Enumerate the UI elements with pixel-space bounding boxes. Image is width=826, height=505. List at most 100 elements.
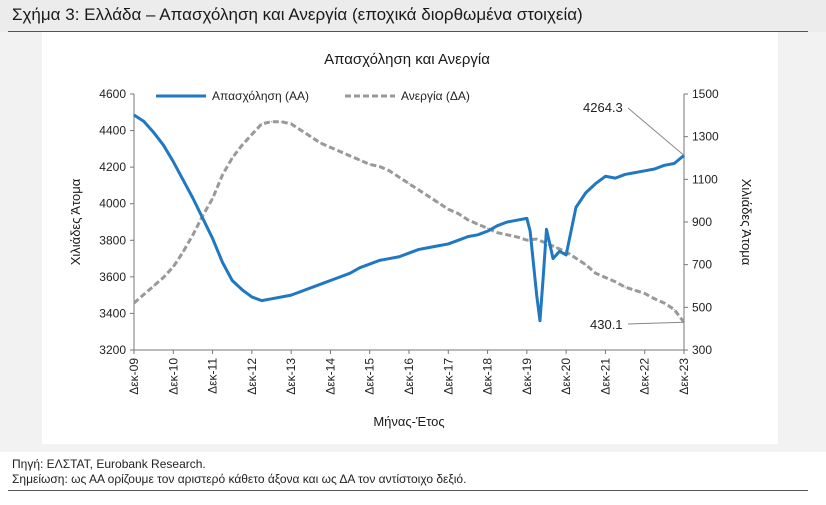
employment-point xyxy=(320,283,322,285)
employment-point xyxy=(300,290,302,293)
employment-point xyxy=(359,267,361,269)
unemployment-point xyxy=(634,289,636,291)
left-axis-ticks: 4600 4400 4200 4000 3800 3600 3400 3200 xyxy=(99,87,134,357)
unemployment-point xyxy=(388,170,390,172)
unemployment-point xyxy=(359,159,361,161)
left-tick-label: 3400 xyxy=(99,306,126,320)
employment-point xyxy=(153,131,155,133)
unemployment-point xyxy=(486,227,489,229)
left-tick-label: 4200 xyxy=(99,160,126,174)
legend-unemployment-label: Ανεργία (ΔΑ) xyxy=(401,89,470,103)
employment-point xyxy=(241,289,243,291)
employment-point xyxy=(653,168,656,170)
unemployment-point xyxy=(192,234,194,236)
x-tick-label: Δεκ-16 xyxy=(402,358,416,395)
employment-point xyxy=(496,225,498,227)
unemployment-point xyxy=(133,302,135,304)
unemployment-point xyxy=(477,223,479,225)
employment-point xyxy=(192,197,194,199)
x-tick-label: Δεκ-22 xyxy=(638,358,652,395)
right-axis-label: Χιλιάδες Άτομα xyxy=(739,179,754,266)
employment-point xyxy=(663,164,665,166)
unemployment-point xyxy=(526,239,528,241)
x-tick-label: Δεκ-20 xyxy=(559,358,573,395)
employment-point xyxy=(310,287,312,289)
x-axis-ticks: Δεκ-09 Δεκ-10 Δεκ-11 Δεκ-12 Δεκ-13 Δεκ-14 Δεκ-… xyxy=(127,350,691,395)
employment-point xyxy=(261,300,263,302)
x-tick-label: Δεκ-09 xyxy=(127,358,141,395)
unemployment-point xyxy=(644,292,646,295)
employment-point xyxy=(486,230,489,232)
x-tick-label: Δεκ-19 xyxy=(520,358,534,395)
unemployment-point xyxy=(663,302,665,304)
annotation-unemployment-leader xyxy=(627,321,685,325)
unemployment-point xyxy=(280,121,282,123)
x-tick-label: Δεκ-18 xyxy=(481,358,495,395)
x-tick-label: Δεκ-15 xyxy=(363,358,377,395)
footnote: Σημείωση: ως ΑΑ ορίζουμε τον αριστερό κά… xyxy=(12,472,467,486)
x-axis-label: Μήνας-Έτος xyxy=(373,414,444,429)
unemployment-point xyxy=(614,281,616,283)
unemployment-point xyxy=(467,219,469,221)
left-tick-label: 4600 xyxy=(99,87,126,101)
right-tick-label: 700 xyxy=(692,258,712,272)
employment-point xyxy=(251,296,253,298)
unemployment-point xyxy=(398,176,400,178)
right-tick-label: 1300 xyxy=(692,130,719,144)
employment-point xyxy=(526,217,528,219)
employment-point xyxy=(624,173,626,176)
employment-point xyxy=(644,170,646,172)
axes xyxy=(133,94,685,351)
unemployment-point xyxy=(221,174,223,176)
employment-point xyxy=(349,272,351,274)
employment-point xyxy=(329,279,332,282)
unemployment-point xyxy=(211,197,214,200)
unemployment-point xyxy=(565,251,567,253)
unemployment-point xyxy=(182,251,184,253)
source-note: Πηγή: ΕΛΣΤΑΤ, Eurobank Research. xyxy=(12,457,206,471)
unemployment-point xyxy=(457,212,459,215)
employment-point xyxy=(506,221,508,223)
unemployment-point xyxy=(320,142,322,144)
employment-point xyxy=(143,120,145,123)
left-axis-label: Χιλιάδες Άτομα xyxy=(68,178,83,265)
employment-point xyxy=(270,298,273,300)
series-layer xyxy=(133,113,686,324)
unemployment-point xyxy=(506,234,508,236)
unemployment-point xyxy=(202,215,204,217)
employment-point xyxy=(536,294,538,296)
employment-point xyxy=(545,228,548,230)
unemployment-point xyxy=(310,136,312,138)
employment-point xyxy=(162,144,165,146)
x-tick-label: Δεκ-14 xyxy=(323,358,337,395)
left-tick-label: 3800 xyxy=(99,233,126,247)
employment-point xyxy=(542,276,544,278)
chart-title: Απασχόληση και Ανεργία xyxy=(324,51,490,68)
unemployment-point xyxy=(261,123,263,125)
left-tick-label: 3200 xyxy=(99,343,126,357)
employment-point xyxy=(575,206,577,208)
employment-point xyxy=(211,237,214,240)
employment-point xyxy=(369,263,371,265)
employment-line xyxy=(133,113,685,323)
employment-point xyxy=(172,161,174,163)
right-tick-label: 1500 xyxy=(692,87,719,101)
right-tick-label: 1100 xyxy=(692,172,718,186)
unemployment-point xyxy=(408,183,410,185)
employment-point xyxy=(182,179,184,181)
employment-point xyxy=(221,261,223,263)
employment-point xyxy=(529,230,531,232)
unemployment-point xyxy=(339,151,341,153)
unemployment-point xyxy=(496,232,498,234)
unemployment-point xyxy=(516,236,518,238)
chart-panel-inner xyxy=(42,32,778,444)
employment-point xyxy=(585,192,587,194)
unemployment-point xyxy=(555,247,557,249)
x-tick-label: Δεκ-23 xyxy=(677,358,691,395)
x-tick-label: Δεκ-17 xyxy=(441,358,455,395)
left-tick-label: 4000 xyxy=(99,197,126,211)
footer-divider xyxy=(8,490,808,491)
unemployment-point xyxy=(143,293,145,296)
annotation-employment: 4264.3 xyxy=(583,100,623,115)
